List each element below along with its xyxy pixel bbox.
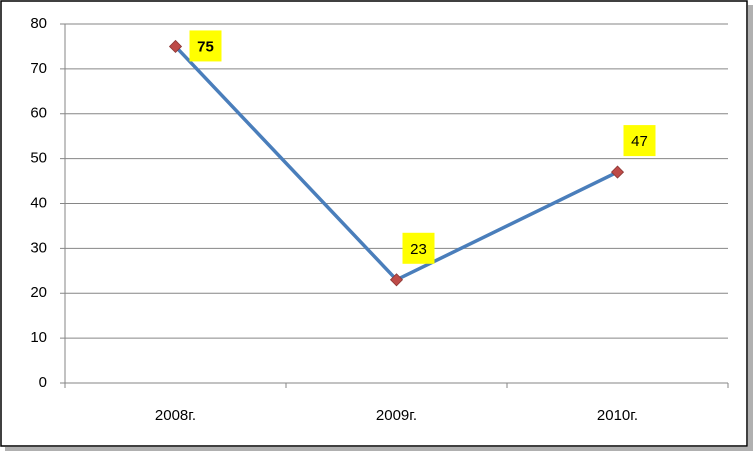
- data-label: 23: [410, 241, 427, 258]
- marker: [389, 273, 404, 287]
- y-tick-label: 30: [30, 239, 47, 256]
- data-label-box: [402, 232, 435, 264]
- y-tick-label: 50: [30, 150, 47, 167]
- y-tick-label: 10: [30, 329, 47, 346]
- marker: [610, 165, 625, 179]
- y-tick-label: 70: [30, 60, 47, 77]
- x-tick-label: 2009г.: [376, 407, 417, 424]
- data-label-box: [623, 125, 656, 157]
- data-label: 47: [631, 133, 648, 150]
- marker: [168, 39, 183, 54]
- x-tick-label: 2010г.: [597, 407, 638, 424]
- data-label-box: [189, 30, 222, 62]
- x-tick-label: 2008г.: [155, 407, 196, 424]
- y-tick-label: 40: [30, 194, 47, 211]
- data-label: 75: [197, 38, 214, 55]
- frame-shadow: [748, 5, 753, 451]
- y-tick-label: 60: [30, 105, 47, 122]
- y-tick-label: 20: [30, 284, 47, 301]
- frame-shadow: [5, 447, 753, 451]
- y-tick-label: 80: [30, 15, 47, 32]
- y-tick-label: 0: [39, 374, 47, 391]
